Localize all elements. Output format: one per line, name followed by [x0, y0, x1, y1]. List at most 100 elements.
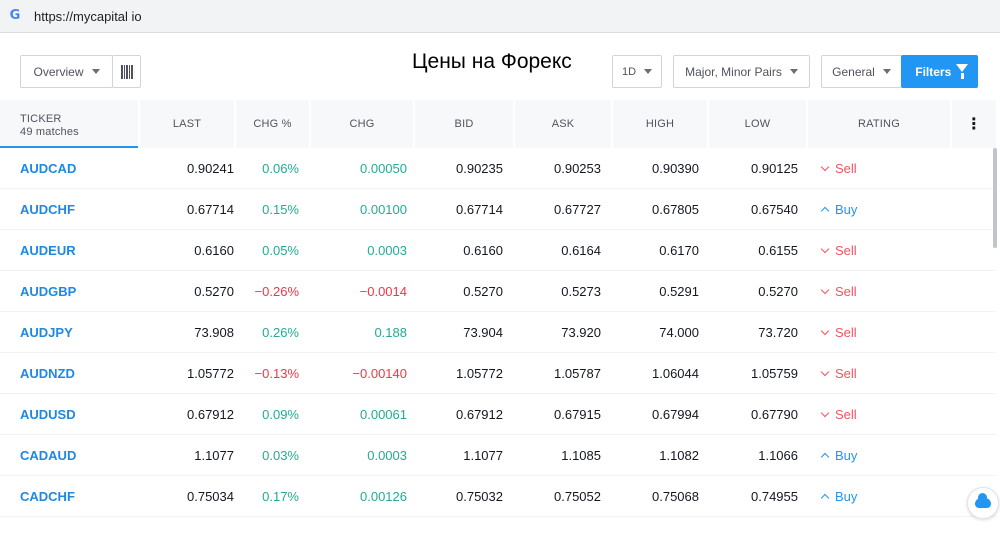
- cell-bid: 0.75032: [456, 489, 503, 504]
- table-row[interactable]: CADAUD 1.1077 0.03% 0.0003 1.1077 1.1085 1.108…: [0, 435, 996, 476]
- header-chg-pct[interactable]: CHG %: [236, 100, 309, 148]
- cell-high: 0.6170: [659, 243, 699, 258]
- cell-bid: 73.904: [463, 325, 503, 340]
- interval-label: 1D: [621, 65, 637, 78]
- cell-ask: 0.5273: [561, 284, 601, 299]
- url-text[interactable]: https://mycapital io: [34, 8, 142, 24]
- header-ticker[interactable]: TICKER 49 matches: [0, 100, 138, 148]
- cell-chg: 0.188: [374, 325, 407, 340]
- interval-dropdown[interactable]: 1D: [612, 55, 662, 88]
- cell-high: 0.67994: [652, 407, 699, 422]
- rating-cell: Sell: [820, 353, 857, 394]
- overview-dropdown[interactable]: Overview: [20, 55, 113, 88]
- table-row[interactable]: AUDUSD 0.67912 0.09% 0.00061 0.67912 0.67915 0…: [0, 394, 996, 435]
- cell-low: 1.05759: [751, 366, 798, 381]
- ticker-link[interactable]: AUDGBP: [20, 284, 77, 299]
- cell-ask: 0.67915: [554, 407, 601, 422]
- cell-chg: −0.00140: [352, 366, 407, 381]
- cell-last: 0.5270: [194, 284, 234, 299]
- overview-label: Overview: [33, 64, 84, 79]
- chevron-down-icon: [820, 408, 830, 418]
- general-dropdown[interactable]: General: [821, 55, 902, 88]
- ticker-link[interactable]: AUDCAD: [20, 161, 77, 176]
- cell-bid: 0.67714: [456, 202, 503, 217]
- ticker-link[interactable]: CADCHF: [20, 489, 75, 504]
- chevron-down-icon: [820, 162, 830, 172]
- header-last[interactable]: LAST: [140, 100, 234, 148]
- table-row[interactable]: AUDEUR 0.6160 0.05% 0.0003 0.6160 0.6164 0.617…: [0, 230, 996, 271]
- kebab-menu-icon: ⋮: [965, 116, 983, 133]
- cell-ask: 1.1085: [561, 448, 601, 463]
- rating-label: Sell: [835, 366, 857, 381]
- floating-action-button[interactable]: [967, 487, 999, 519]
- barcode-columns-icon: [120, 64, 133, 79]
- header-high[interactable]: HIGH: [613, 100, 707, 148]
- ticker-link[interactable]: AUDNZD: [20, 366, 75, 381]
- rating-cell: Buy: [820, 435, 857, 476]
- cell-bid: 0.67912: [456, 407, 503, 422]
- rating-label: Buy: [835, 489, 858, 504]
- ticker-link[interactable]: CADAUD: [20, 448, 77, 463]
- table-row[interactable]: AUDCHF 0.67714 0.15% 0.00100 0.67714 0.67727 0…: [0, 189, 996, 230]
- google-icon: G: [9, 8, 21, 23]
- cell-low: 0.5270: [758, 284, 798, 299]
- cell-high: 0.67805: [652, 202, 699, 217]
- header-ask[interactable]: ASK: [515, 100, 611, 148]
- table-row[interactable]: AUDGBP 0.5270 −0.26% −0.0014 0.5270 0.5273 0.5…: [0, 271, 996, 312]
- cell-last: 0.90241: [187, 161, 234, 176]
- cell-high: 1.06044: [652, 366, 699, 381]
- cell-ask: 0.67727: [554, 202, 601, 217]
- chevron-down-icon: [820, 244, 830, 254]
- page-title: Цены на Форекс: [412, 50, 572, 73]
- rating-cell: Sell: [820, 230, 857, 271]
- ticker-link[interactable]: AUDEUR: [20, 243, 76, 258]
- chevron-up-icon: [820, 493, 830, 503]
- header-low[interactable]: LOW: [709, 100, 806, 148]
- cell-ask: 73.920: [561, 325, 601, 340]
- cell-chg: 0.0003: [367, 243, 407, 258]
- rating-cell: Sell: [820, 394, 857, 435]
- ticker-link[interactable]: AUDCHF: [20, 202, 75, 217]
- table-header: TICKER 49 matches LAST CHG % CHG BID ASK…: [0, 100, 1000, 148]
- chevron-down-icon: [644, 69, 653, 74]
- cell-chg: 0.0003: [367, 448, 407, 463]
- rating-label: Sell: [835, 407, 857, 422]
- browser-url-bar[interactable]: G https://mycapital io: [0, 0, 1000, 33]
- cell-ask: 0.90253: [554, 161, 601, 176]
- table-row[interactable]: AUDNZD 1.05772 −0.13% −0.00140 1.05772 1.0578…: [0, 353, 996, 394]
- cell-high: 0.75068: [652, 489, 699, 504]
- header-chg[interactable]: CHG: [311, 100, 413, 148]
- rating-cell: Sell: [820, 148, 857, 189]
- ticker-link[interactable]: AUDUSD: [20, 407, 76, 422]
- cell-chg-pct: 0.17%: [262, 489, 299, 504]
- header-bid[interactable]: BID: [415, 100, 513, 148]
- cell-chg: 0.00126: [360, 489, 407, 504]
- cell-last: 1.05772: [187, 366, 234, 381]
- ticker-link[interactable]: AUDJPY: [20, 325, 73, 340]
- cell-ask: 0.75052: [554, 489, 601, 504]
- general-label: General: [832, 64, 875, 79]
- cell-low: 0.6155: [758, 243, 798, 258]
- table-row[interactable]: CADCHF 0.75034 0.17% 0.00126 0.75032 0.75052 0…: [0, 476, 996, 517]
- chevron-down-icon: [820, 326, 830, 336]
- pairs-dropdown[interactable]: Major, Minor Pairs: [673, 55, 810, 88]
- cell-last: 0.6160: [194, 243, 234, 258]
- scrollbar[interactable]: [993, 148, 997, 248]
- header-more[interactable]: ⋮: [952, 100, 996, 148]
- rating-label: Sell: [835, 284, 857, 299]
- chevron-down-icon: [91, 69, 100, 74]
- matches-count: 49 matches: [20, 126, 79, 138]
- cell-bid: 0.6160: [463, 243, 503, 258]
- filters-button[interactable]: Filters: [901, 55, 978, 88]
- header-rating[interactable]: RATING: [808, 100, 950, 148]
- cell-low: 73.720: [758, 325, 798, 340]
- chevron-down-icon: [789, 69, 798, 74]
- chevron-up-icon: [820, 206, 830, 216]
- columns-button[interactable]: [112, 55, 141, 88]
- cell-chg-pct: −0.26%: [254, 284, 299, 299]
- rating-cell: Sell: [820, 312, 857, 353]
- cell-high: 74.000: [659, 325, 699, 340]
- cell-chg-pct: −0.13%: [254, 366, 299, 381]
- table-row[interactable]: AUDCAD 0.90241 0.06% 0.00050 0.90235 0.90253 0…: [0, 148, 996, 189]
- table-row[interactable]: AUDJPY 73.908 0.26% 0.188 73.904 73.920 74.000…: [0, 312, 996, 353]
